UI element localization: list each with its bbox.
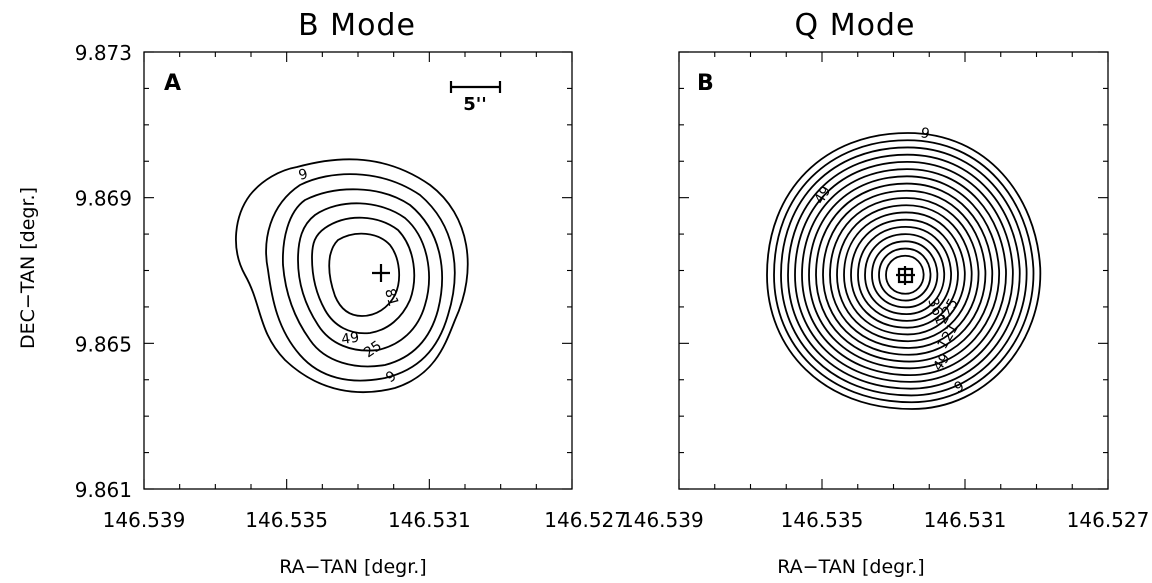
contour-label: 49: [812, 184, 835, 207]
scale-bar-label: 5'': [463, 94, 487, 115]
x-tick-label: 146.527: [544, 508, 627, 532]
panel-b-peak-marker: [896, 266, 915, 285]
panel-a-peak-marker: [372, 264, 390, 282]
x-tick-label: 146.535: [245, 508, 328, 532]
panel-b-ticks: [678, 51, 1109, 490]
y-tick-label: 9.869: [75, 187, 132, 211]
contour-b: [871, 240, 939, 309]
panel-b-title: Q Mode: [795, 8, 916, 43]
panel-a-x-axis-label: RA−TAN [degr.]: [279, 556, 426, 578]
y-tick-label: 9.861: [75, 478, 132, 502]
contour-a-2: [265, 173, 456, 382]
contour-b: [843, 211, 966, 336]
contour-b: [822, 189, 987, 356]
panel-b-x-axis-label: RA−TAN [degr.]: [777, 556, 924, 578]
contour-b: [857, 225, 952, 322]
contour-a-1: [235, 158, 469, 393]
x-tick-label: 146.531: [388, 508, 471, 532]
contour-b: [794, 160, 1014, 383]
panel-a-ticks: [143, 51, 573, 490]
panel-a-contour-labels: 9 49 25 81 9: [297, 166, 401, 386]
contour-b: [808, 175, 1000, 370]
panel-b-contour-labels: 9 49 361 225 121 49 9: [812, 125, 967, 396]
x-tick-label: 146.527: [1067, 508, 1150, 532]
contour-a-4: [297, 202, 430, 352]
panel-a: A 5'' 9 49 25 81 9: [143, 51, 573, 490]
panel-b-frame: [678, 51, 1109, 490]
contour-a-3: [282, 188, 443, 368]
panel-b-contours: [766, 132, 1042, 410]
contour-a-6: [328, 232, 401, 317]
panel-a-frame: [143, 51, 573, 490]
contour-label: 9: [297, 166, 310, 184]
panel-b: B 9 49 361 225 121 49 9: [678, 51, 1109, 490]
contour-label: 49: [340, 330, 360, 348]
contour-b: [885, 254, 925, 295]
y-tick-label: 9.865: [75, 332, 132, 356]
panel-a-contours: [235, 158, 469, 393]
panel-b-letter: B: [697, 71, 714, 96]
contour-b: [780, 146, 1028, 397]
y-axis-label: DEC−TAN [degr.]: [17, 187, 39, 349]
scale-bar: 5'': [449, 81, 502, 115]
panel-a-x-tick-labels: 146.539 146.535 146.531 146.527: [103, 508, 627, 532]
y-tick-labels: 9.861 9.865 9.869 9.873: [75, 41, 132, 502]
contour-label: 81: [381, 287, 401, 308]
contour-b: [864, 233, 946, 316]
contour-label: 25: [361, 338, 385, 361]
contour-b: [815, 182, 994, 363]
contour-b: [773, 139, 1035, 404]
x-tick-label: 146.539: [621, 508, 704, 532]
x-tick-label: 146.539: [103, 508, 186, 532]
x-tick-label: 146.535: [781, 508, 864, 532]
contour-b: [766, 132, 1042, 410]
panel-b-x-tick-labels: 146.539 146.535 146.531 146.527: [621, 508, 1149, 532]
x-tick-label: 146.531: [924, 508, 1007, 532]
contour-label: 9: [919, 125, 931, 142]
contour-label: 49: [930, 351, 953, 375]
contour-b: [829, 197, 980, 349]
panel-a-letter: A: [164, 71, 181, 96]
y-tick-label: 9.873: [75, 41, 132, 65]
contour-label: 9: [383, 368, 399, 386]
contour-a-5: [311, 216, 416, 335]
contour-b: [850, 218, 959, 329]
contour-b: [878, 247, 932, 302]
panel-a-title: B Mode: [298, 8, 416, 43]
contour-b: [787, 153, 1021, 390]
contour-b: [801, 168, 1007, 377]
contour-b: [836, 204, 973, 343]
